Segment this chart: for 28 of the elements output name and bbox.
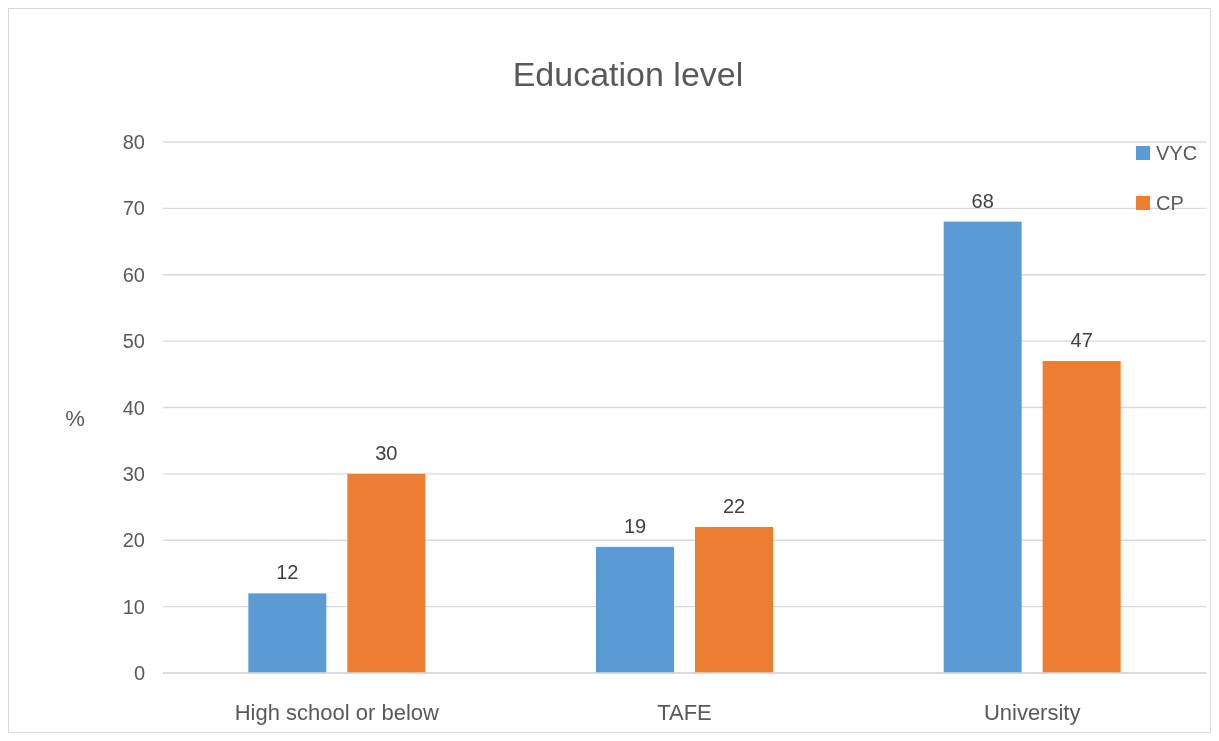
y-tick-label: 60 bbox=[122, 263, 145, 286]
bar bbox=[1042, 361, 1121, 673]
bar bbox=[248, 593, 327, 673]
data-label: 68 bbox=[971, 189, 994, 212]
y-tick-label: 80 bbox=[122, 131, 145, 153]
x-tick-label: University bbox=[983, 700, 1081, 725]
data-label: 19 bbox=[623, 514, 647, 537]
bar bbox=[695, 526, 773, 673]
x-tick-label: TAFE bbox=[657, 700, 712, 725]
y-tick-label: 20 bbox=[122, 529, 145, 552]
y-tick-label: 50 bbox=[122, 330, 145, 353]
y-tick-label: 40 bbox=[122, 396, 145, 419]
bar bbox=[943, 221, 1022, 673]
y-tick-label: 70 bbox=[122, 197, 145, 220]
legend-label: VYC bbox=[1156, 142, 1198, 164]
data-label: 47 bbox=[1070, 329, 1093, 352]
x-tick-label: High school or below bbox=[234, 700, 440, 725]
data-label: 22 bbox=[722, 494, 746, 517]
y-tick-label: 30 bbox=[122, 462, 145, 485]
y-tick-label: 10 bbox=[122, 595, 145, 618]
chart-title: Education level bbox=[512, 55, 744, 93]
bar bbox=[347, 473, 426, 673]
y-tick-label: 0 bbox=[133, 662, 145, 684]
bar bbox=[596, 546, 674, 673]
data-label: 12 bbox=[276, 561, 299, 584]
legend-label: CP bbox=[1156, 192, 1184, 214]
y-axis-title: % bbox=[65, 406, 85, 431]
data-label: 30 bbox=[375, 441, 398, 464]
